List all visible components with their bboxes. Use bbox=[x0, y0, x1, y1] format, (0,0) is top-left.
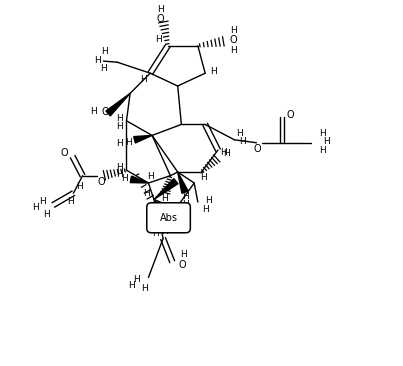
Text: H: H bbox=[203, 205, 209, 214]
Text: H: H bbox=[205, 196, 212, 205]
Text: H: H bbox=[101, 48, 108, 56]
Text: O: O bbox=[230, 35, 237, 45]
Text: H: H bbox=[116, 163, 123, 172]
Text: H: H bbox=[129, 281, 135, 290]
Text: H: H bbox=[155, 35, 162, 44]
Text: H: H bbox=[162, 194, 168, 203]
Text: H: H bbox=[143, 190, 150, 198]
Text: H: H bbox=[141, 284, 147, 293]
Text: O: O bbox=[286, 110, 294, 120]
Text: H: H bbox=[222, 149, 229, 158]
Polygon shape bbox=[178, 172, 188, 193]
Polygon shape bbox=[134, 135, 152, 143]
Text: H: H bbox=[39, 197, 46, 206]
Text: H: H bbox=[220, 149, 227, 157]
Text: H: H bbox=[133, 275, 140, 284]
Text: Abs: Abs bbox=[160, 213, 178, 223]
Text: H: H bbox=[319, 146, 326, 155]
FancyBboxPatch shape bbox=[147, 203, 190, 233]
Text: H: H bbox=[100, 64, 107, 73]
Text: H: H bbox=[67, 197, 74, 206]
Text: H: H bbox=[116, 122, 123, 131]
Text: H: H bbox=[230, 26, 237, 35]
Text: H: H bbox=[210, 67, 216, 76]
Polygon shape bbox=[154, 179, 178, 199]
Text: H: H bbox=[152, 229, 158, 238]
Text: H: H bbox=[94, 56, 101, 65]
Text: H: H bbox=[200, 173, 207, 182]
Text: H: H bbox=[116, 115, 123, 123]
Text: O: O bbox=[102, 107, 109, 117]
Text: H: H bbox=[180, 250, 187, 259]
Text: O: O bbox=[179, 259, 186, 270]
Text: H: H bbox=[90, 107, 97, 116]
Text: O: O bbox=[61, 148, 69, 158]
Text: H: H bbox=[140, 75, 147, 84]
Text: H: H bbox=[125, 138, 132, 146]
Text: H: H bbox=[32, 203, 39, 212]
Text: H: H bbox=[182, 193, 189, 201]
Polygon shape bbox=[106, 93, 130, 116]
Text: H: H bbox=[162, 227, 168, 236]
Text: H: H bbox=[239, 137, 246, 146]
Text: H: H bbox=[237, 129, 243, 138]
Text: H: H bbox=[319, 129, 326, 138]
Text: O: O bbox=[97, 177, 105, 187]
Text: H: H bbox=[116, 170, 123, 179]
Text: H: H bbox=[43, 210, 50, 219]
Text: H: H bbox=[323, 137, 330, 146]
Polygon shape bbox=[176, 209, 189, 219]
Polygon shape bbox=[130, 176, 148, 183]
Text: H: H bbox=[121, 174, 128, 183]
Text: H: H bbox=[230, 46, 237, 55]
Text: O: O bbox=[150, 209, 158, 219]
Text: H: H bbox=[116, 139, 123, 148]
Text: H: H bbox=[147, 213, 154, 222]
Text: H: H bbox=[182, 200, 189, 209]
Text: O: O bbox=[253, 144, 261, 154]
Text: H: H bbox=[77, 182, 83, 191]
Text: O: O bbox=[156, 14, 164, 24]
Text: H: H bbox=[157, 5, 164, 14]
Text: H: H bbox=[147, 172, 154, 181]
